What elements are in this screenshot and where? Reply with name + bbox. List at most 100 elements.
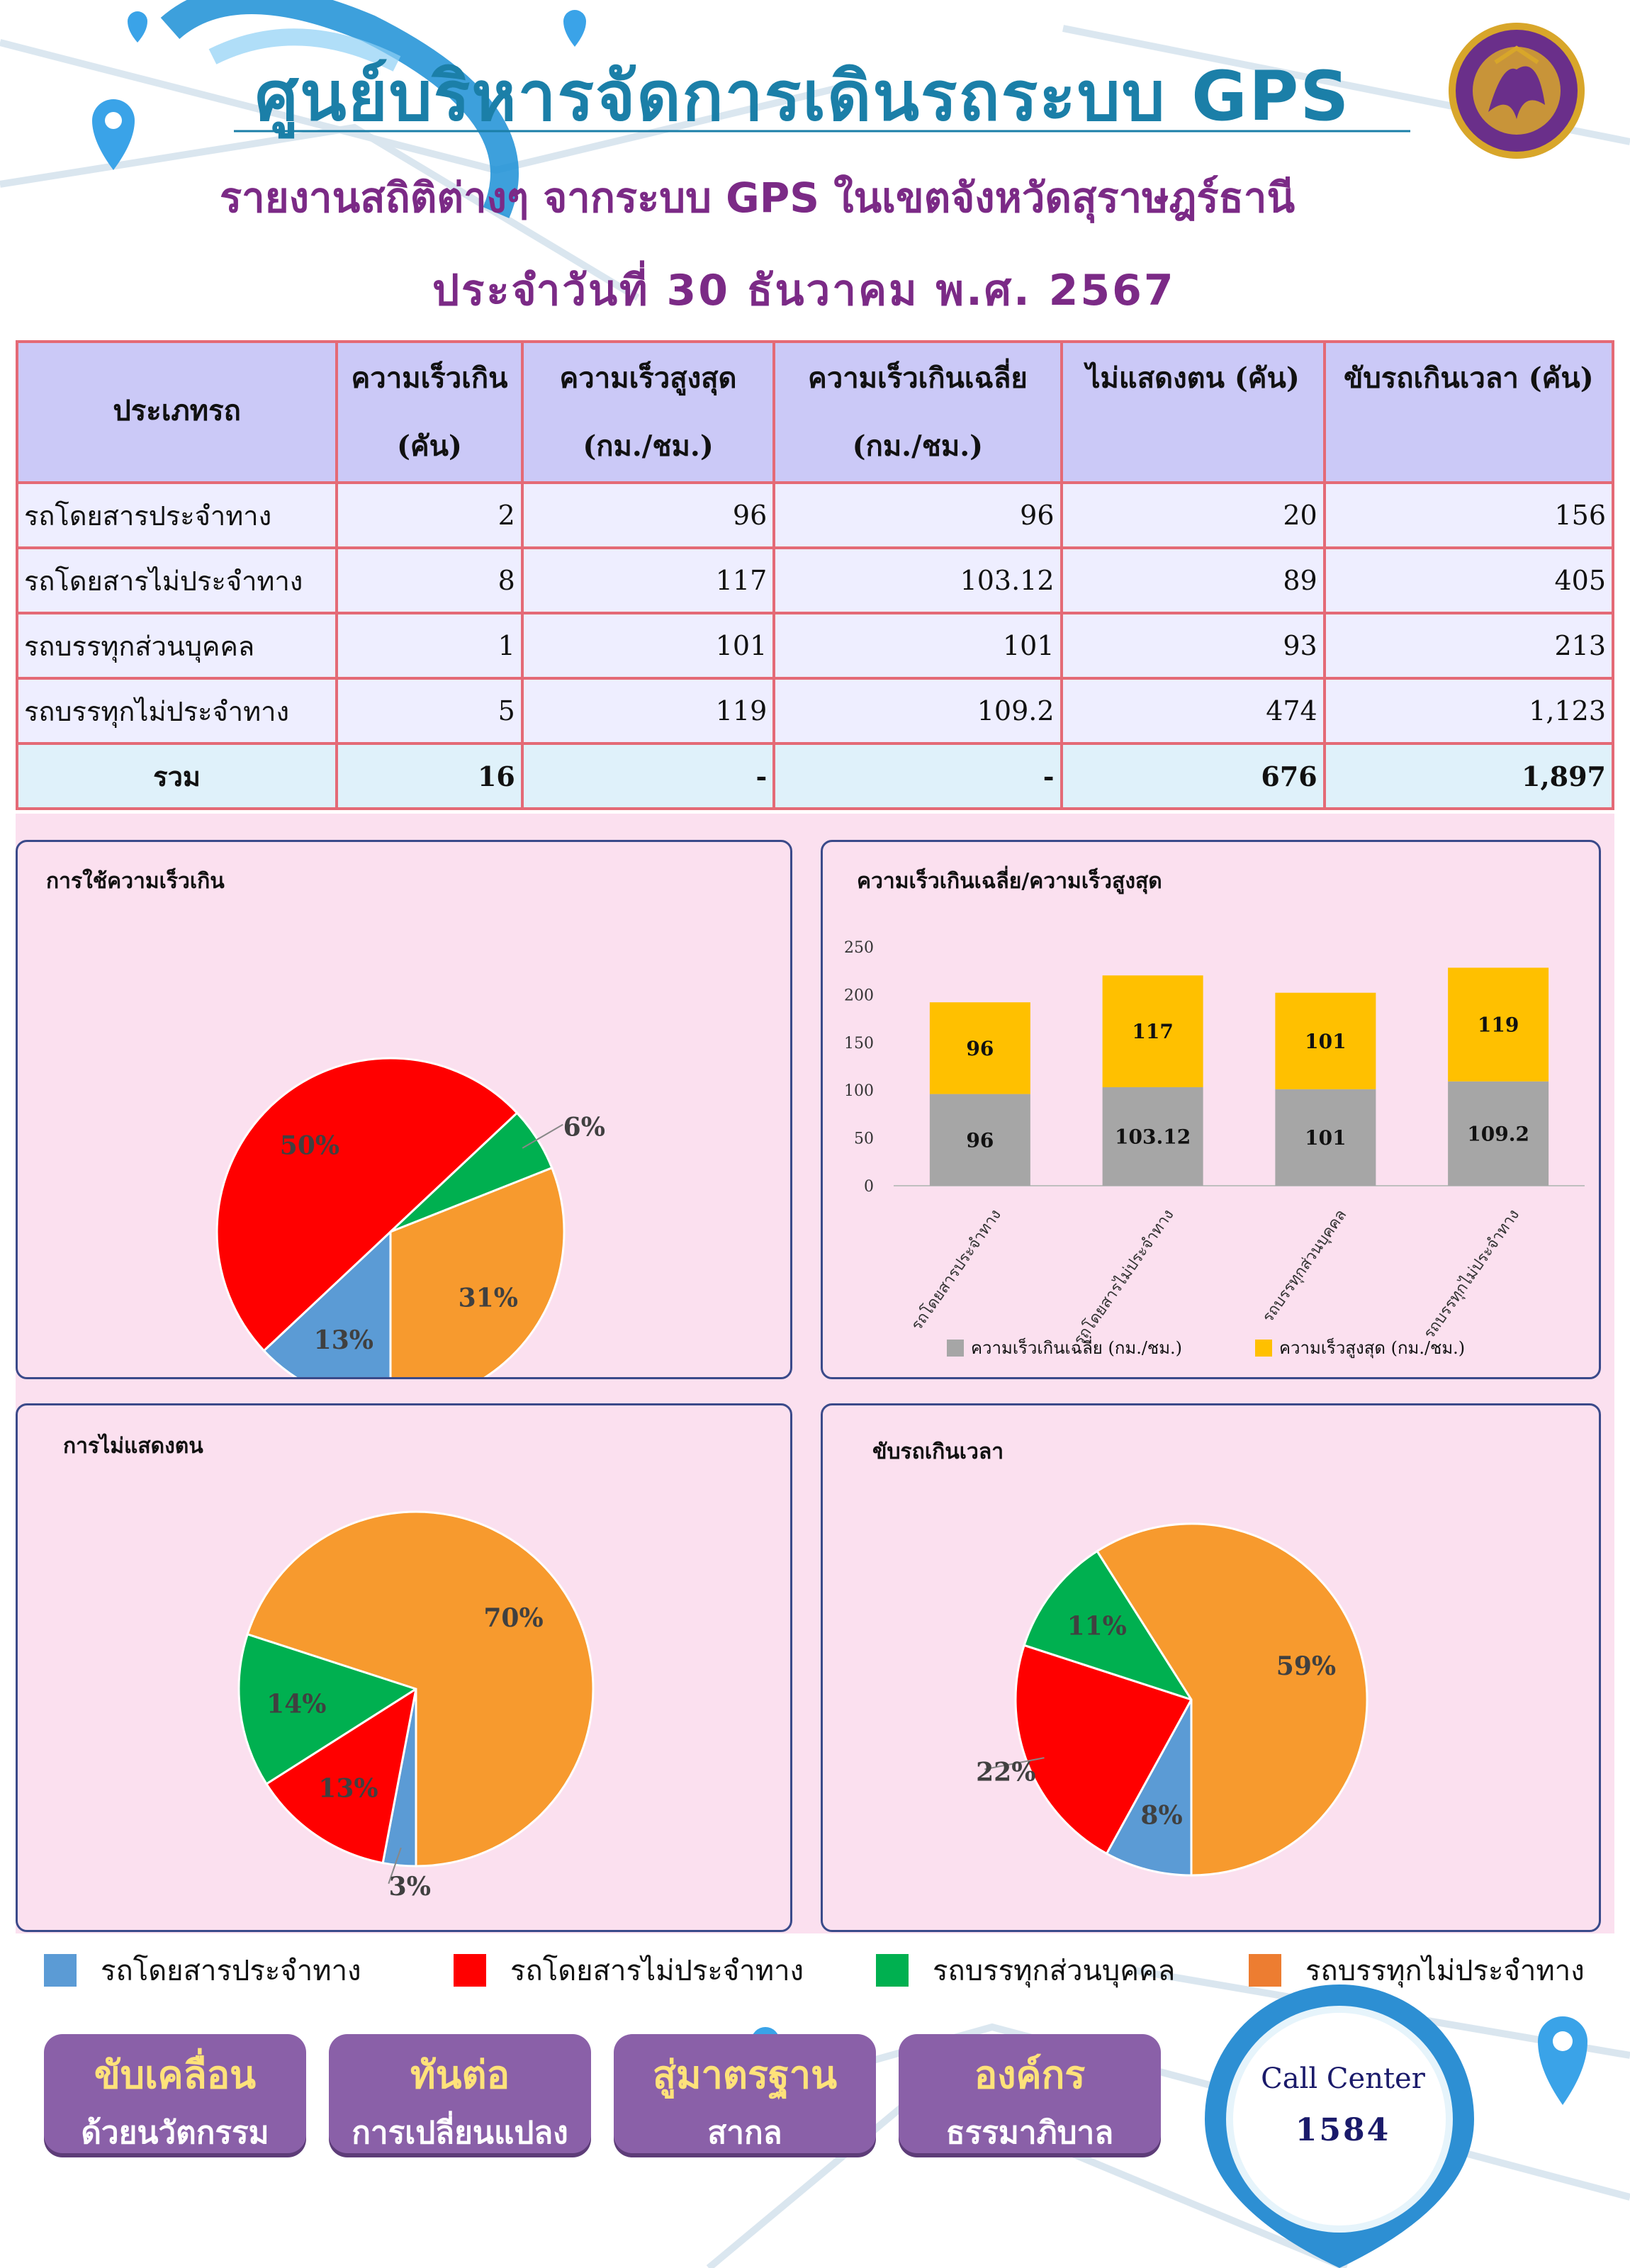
cell-unident: 93 xyxy=(1060,612,1326,680)
standard-button[interactable]: สู่มาตรฐาน สากล xyxy=(614,2034,876,2153)
bar-data-label: 96 xyxy=(966,1037,994,1060)
cell-overtime: 405 xyxy=(1322,546,1615,614)
page-title: ศูนย์บริหารจัดการเดินรถระบบ GPS xyxy=(255,57,1351,136)
legend-item: รถบรรทุกส่วนบุคคล xyxy=(876,1948,1175,1993)
legend-swatch-blue xyxy=(44,1954,77,1987)
cell-avg: 109.2 xyxy=(772,677,1063,745)
button-line-2: สากล xyxy=(707,2115,782,2151)
chart-title: ความเร็วเกินเฉลี่ย/ความเร็วสูงสุด xyxy=(857,869,1162,894)
chart-title: การไม่แสดงตน xyxy=(63,1434,203,1459)
pie-data-label: 8% xyxy=(1140,1800,1182,1830)
legend-label: ความเร็วสูงสุด (กม./ชม.) xyxy=(1279,1337,1465,1359)
pie-slice xyxy=(1096,1522,1368,1877)
button-line-1: ขับเคลื่อน xyxy=(94,2053,257,2097)
governance-button[interactable]: องค์กร ธรรมาภิบาล xyxy=(899,2034,1161,2153)
pie-data-label: 11% xyxy=(1067,1612,1127,1641)
x-tick-label: รถโดยสารไม่ประจำทาง xyxy=(1070,1206,1178,1349)
cell-speeding: 1 xyxy=(335,612,524,680)
pie-data-label: 13% xyxy=(318,1774,378,1804)
x-tick-label: รถบรรทุกส่วนบุคคล xyxy=(1259,1206,1350,1326)
cell-unident: 474 xyxy=(1060,677,1326,745)
y-tick-label: 250 xyxy=(844,939,874,957)
change-button[interactable]: ทันต่อ การเปลี่ยนแปลง xyxy=(329,2034,591,2153)
cell-overtime: 213 xyxy=(1322,612,1615,680)
chart-title: การใช้ความเร็วเกิน xyxy=(46,869,225,894)
bar-data-label: 101 xyxy=(1305,1126,1346,1150)
header-speeding: ความเร็วเกิน (คัน) xyxy=(335,340,524,484)
cell-max: - xyxy=(520,742,776,810)
bar-data-label: 96 xyxy=(966,1128,994,1152)
pie-data-label: 22% xyxy=(976,1757,1035,1787)
legend-swatch-red xyxy=(454,1954,486,1987)
pie-slice xyxy=(1014,1644,1193,1856)
unidentified-pie-chart: 3% 13% 14% 70% xyxy=(237,1510,595,1902)
call-center-label: Call Center xyxy=(1261,2062,1425,2095)
bar-data-label: 103.12 xyxy=(1115,1125,1191,1148)
cell-unident: 676 xyxy=(1060,742,1326,810)
bar-max-speed xyxy=(1448,967,1549,1082)
legend-label: ความเร็วเกินเฉลี่ย (กม./ชม.) xyxy=(971,1336,1182,1358)
legend-swatch-green xyxy=(876,1954,909,1987)
speeding-pie-panel: การใช้ความเร็วเกิน 13% 50% 6% 31% xyxy=(16,840,792,1379)
leader-line xyxy=(522,1123,563,1149)
legend-item: รถโดยสารประจำทาง xyxy=(44,1948,361,1993)
pie-data-label: 14% xyxy=(266,1689,326,1719)
table-row: รถโดยสารประจำทาง 2 96 96 20 156 xyxy=(15,481,1615,549)
legend-label: รถโดยสารไม่ประจำทาง xyxy=(510,1955,804,1987)
cell-speeding: 8 xyxy=(335,546,524,614)
pie-data-label: 70% xyxy=(483,1603,543,1633)
pie-slice xyxy=(246,1510,595,1868)
leader-line xyxy=(388,1847,402,1885)
report-date: ประจำวันที่ 30 ธันวาคม พ.ศ. 2567 xyxy=(432,266,1176,315)
department-seal-icon xyxy=(1449,23,1585,159)
header-overtime: ขับรถเกินเวลา (คัน) xyxy=(1322,340,1615,484)
bar-max-speed xyxy=(1275,992,1376,1089)
bar-avg-speed xyxy=(1448,1081,1549,1186)
cell-max: 119 xyxy=(520,677,776,745)
pie-slice xyxy=(264,1686,418,1865)
button-line-1: องค์กร xyxy=(974,2053,1086,2097)
cell-type: รถบรรทุกส่วนบุคคล xyxy=(15,612,339,680)
legend-swatch xyxy=(1255,1340,1272,1357)
cell-unident: 20 xyxy=(1060,481,1326,549)
cell-overtime: 1,123 xyxy=(1322,677,1615,745)
cell-speeding: 16 xyxy=(335,742,524,810)
pie-data-label: 59% xyxy=(1276,1651,1336,1681)
legend-item: รถโดยสารไม่ประจำทาง xyxy=(454,1948,804,1993)
innovation-button[interactable]: ขับเคลื่อน ด้วยนวัตกรรม xyxy=(44,2034,306,2153)
pie-data-label: 50% xyxy=(280,1131,339,1161)
button-line-2: ธรรมาภิบาล xyxy=(945,2115,1114,2151)
call-center-number: 1584 xyxy=(1295,2112,1391,2148)
call-center-badge[interactable]: Call Center 1584 xyxy=(1226,2034,1460,2211)
legend-swatch-orange xyxy=(1249,1954,1281,1987)
pie-slice xyxy=(1023,1549,1194,1702)
bar-max-speed xyxy=(929,1002,1030,1094)
cell-type: รถโดยสารประจำทาง xyxy=(15,481,339,549)
pie-slice xyxy=(215,1057,519,1352)
bar-data-label: 119 xyxy=(1478,1014,1519,1037)
speed-bar-chart: 0 50 100 150 200 250 96 96 รถโดยสารประจำทาง 103.1… xyxy=(844,939,1585,1359)
page-subtitle: รายงานสถิติต่างๆ จากระบบ GPS ในเขตจังหวั… xyxy=(220,174,1295,222)
bar-avg-speed xyxy=(1275,1089,1376,1186)
overtime-pie-chart: 8% 22% 11% 59% xyxy=(976,1522,1368,1877)
header-max-speed: ความเร็วสูงสุด (กม./ชม.) xyxy=(520,340,776,484)
pie-data-label: 6% xyxy=(563,1113,605,1143)
button-line-1: ทันต่อ xyxy=(410,2053,510,2097)
table-row: รถบรรทุกไม่ประจำทาง 5 119 109.2 474 1,12… xyxy=(15,677,1615,745)
table-row: รถบรรทุกส่วนบุคคล 1 101 101 93 213 xyxy=(15,612,1615,680)
y-tick-label: 50 xyxy=(854,1130,874,1148)
legend-label: รถบรรทุกส่วนบุคคล xyxy=(933,1955,1176,1987)
y-tick-label: 150 xyxy=(844,1035,874,1052)
cell-overtime: 1,897 xyxy=(1322,742,1615,810)
pie-slice xyxy=(237,1632,419,1786)
legend-label: รถโดยสารประจำทาง xyxy=(101,1955,361,1987)
bar-data-label: 109.2 xyxy=(1467,1122,1529,1145)
bar-data-label: 117 xyxy=(1132,1020,1173,1043)
cell-avg: 101 xyxy=(772,612,1063,680)
bar-max-speed xyxy=(1102,975,1203,1087)
bar-avg-speed xyxy=(1102,1087,1203,1186)
cell-type: รถโดยสารไม่ประจำทาง xyxy=(15,546,339,614)
cell-max: 117 xyxy=(520,546,776,614)
unidentified-pie-panel: การไม่แสดงตน 3% 13% 14% 70% xyxy=(16,1403,792,1932)
